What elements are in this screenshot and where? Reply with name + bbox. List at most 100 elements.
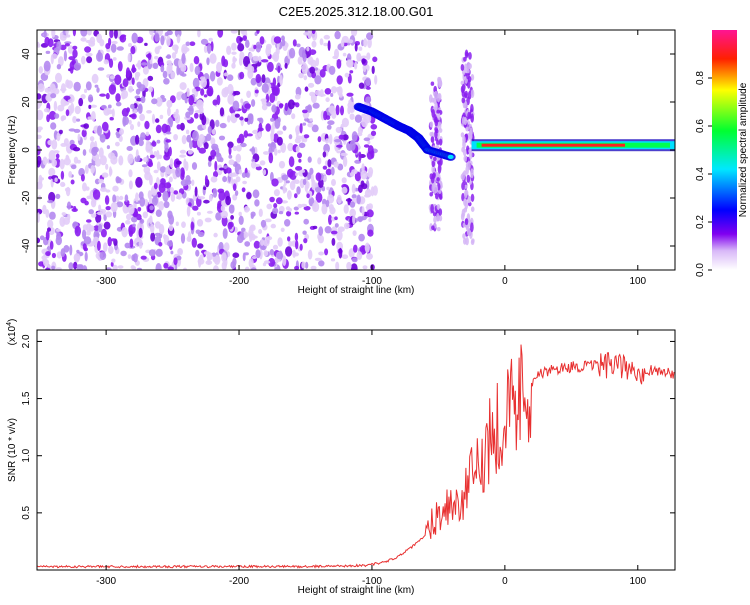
- colorbar-label: Normalized spectral amplitude: [738, 82, 749, 217]
- x-tick-label: -100: [362, 276, 382, 287]
- noise-blob: [256, 30, 260, 34]
- noise-blob: [357, 126, 363, 135]
- noise-blob: [132, 253, 138, 263]
- noise-blob: [158, 242, 163, 247]
- noise-blob: [83, 123, 89, 129]
- noise-blob: [302, 178, 307, 186]
- noise-blob: [308, 49, 317, 55]
- noise-blob: [243, 130, 248, 138]
- y-tick-label: 0.5: [21, 505, 32, 519]
- snr-series-line: [37, 344, 675, 569]
- noise-blob: [259, 36, 265, 45]
- noise-blob: [342, 156, 348, 167]
- colorbar-tick-label: 0.6: [695, 119, 706, 133]
- noise-blob: [185, 161, 189, 172]
- noise-blob: [179, 82, 187, 91]
- smear-blob: [433, 216, 437, 224]
- noise-blob: [203, 94, 208, 98]
- y-tick-label: 20: [21, 96, 32, 108]
- noise-blob: [110, 261, 114, 267]
- noise-blob: [206, 210, 213, 214]
- noise-blob: [270, 223, 276, 229]
- noise-blob: [149, 205, 154, 211]
- noise-blob: [294, 193, 298, 199]
- noise-blob: [318, 251, 324, 256]
- noise-blob: [366, 32, 374, 40]
- noise-blob: [354, 171, 361, 182]
- noise-blob: [108, 245, 114, 255]
- noise-blob: [47, 199, 54, 204]
- noise-blob: [136, 267, 142, 270]
- noise-blob: [76, 264, 84, 270]
- noise-blob: [209, 53, 217, 64]
- noise-blob: [250, 267, 257, 270]
- noise-blob: [227, 83, 234, 95]
- noise-blob: [59, 158, 65, 170]
- noise-blob: [236, 144, 242, 152]
- noise-blob: [175, 108, 179, 115]
- noise-blob: [284, 219, 291, 227]
- noise-blob: [138, 191, 144, 200]
- noise-blob: [351, 131, 358, 142]
- noise-blob: [63, 245, 70, 253]
- noise-blob: [341, 35, 349, 43]
- noise-blob: [321, 186, 326, 192]
- noise-blob: [367, 140, 371, 145]
- noise-blob: [335, 126, 343, 134]
- noise-blob: [208, 37, 213, 42]
- noise-blob: [230, 215, 235, 220]
- noise-blob: [192, 130, 199, 142]
- noise-blob: [192, 205, 199, 211]
- x-tick-label: -300: [96, 576, 116, 587]
- noise-blob: [372, 56, 378, 63]
- noise-blob: [197, 30, 201, 38]
- noise-blob: [342, 134, 349, 141]
- noise-blob: [169, 158, 174, 168]
- noise-blob: [76, 249, 80, 254]
- noise-blob: [118, 155, 124, 166]
- noise-blob: [74, 225, 82, 237]
- noise-blob: [126, 146, 133, 151]
- smear-blob: [429, 132, 434, 137]
- noise-blob: [272, 51, 280, 62]
- noise-blob: [154, 232, 161, 237]
- noise-blob: [249, 113, 254, 125]
- noise-blob: [210, 176, 218, 183]
- noise-blob: [85, 81, 92, 91]
- smear-blob: [460, 64, 465, 71]
- noise-blob: [59, 34, 67, 41]
- noise-blob: [83, 236, 92, 245]
- noise-blob: [121, 90, 129, 99]
- noise-blob: [70, 179, 75, 185]
- noise-blob: [357, 216, 363, 223]
- noise-blob: [204, 217, 212, 223]
- noise-blob: [191, 179, 195, 186]
- smear-blob: [431, 160, 436, 167]
- noise-blob: [200, 38, 209, 45]
- noise-blob: [196, 99, 204, 110]
- smear-blob: [467, 111, 471, 120]
- noise-blob: [131, 77, 135, 85]
- noise-blob: [60, 115, 65, 122]
- noise-blob: [73, 253, 81, 262]
- noise-blob: [80, 37, 87, 42]
- track-core: [447, 154, 454, 160]
- noise-blob: [37, 98, 42, 110]
- noise-blob: [160, 178, 166, 185]
- noise-blob: [365, 96, 372, 104]
- noise-blob: [55, 228, 61, 232]
- smear-blob: [465, 237, 469, 246]
- noise-blob: [289, 180, 296, 191]
- noise-blob: [190, 221, 195, 231]
- noise-blob: [232, 257, 237, 267]
- noise-blob: [350, 208, 355, 214]
- noise-blob: [333, 161, 339, 168]
- noise-blob: [227, 222, 233, 230]
- noise-blob: [189, 62, 194, 73]
- noise-blob: [263, 151, 270, 155]
- noise-blob: [211, 128, 216, 135]
- noise-blob: [350, 263, 358, 270]
- noise-blob: [151, 113, 156, 124]
- smear-blob: [461, 97, 466, 104]
- noise-blob: [285, 206, 291, 211]
